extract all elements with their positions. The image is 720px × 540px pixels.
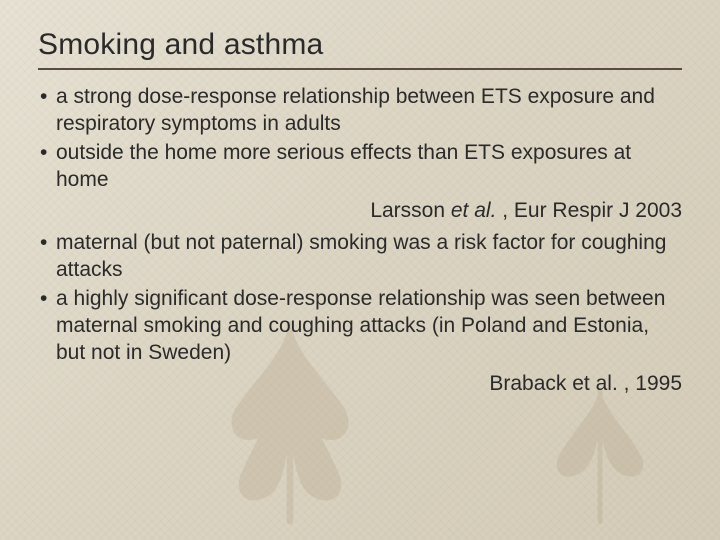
slide-body: a strong dose-response relationship betw… <box>38 84 682 398</box>
citation-italic: et al. <box>451 199 497 222</box>
citation-prefix: Larsson <box>370 199 451 222</box>
bullet-item: a strong dose-response relationship betw… <box>38 84 682 138</box>
slide: Smoking and asthma a strong dose-respons… <box>0 0 720 540</box>
bullet-item: outside the home more serious effects th… <box>38 140 682 194</box>
bullet-item: maternal (but not paternal) smoking was … <box>38 230 682 284</box>
citation-suffix: , Eur Respir J 2003 <box>496 199 682 222</box>
slide-title: Smoking and asthma <box>38 28 682 70</box>
leaf-decor-icon <box>500 380 700 540</box>
citation: Larsson et al. , Eur Respir J 2003 <box>38 198 682 225</box>
bullet-item: a highly significant dose-response relat… <box>38 286 682 367</box>
citation: Braback et al. , 1995 <box>38 371 682 398</box>
